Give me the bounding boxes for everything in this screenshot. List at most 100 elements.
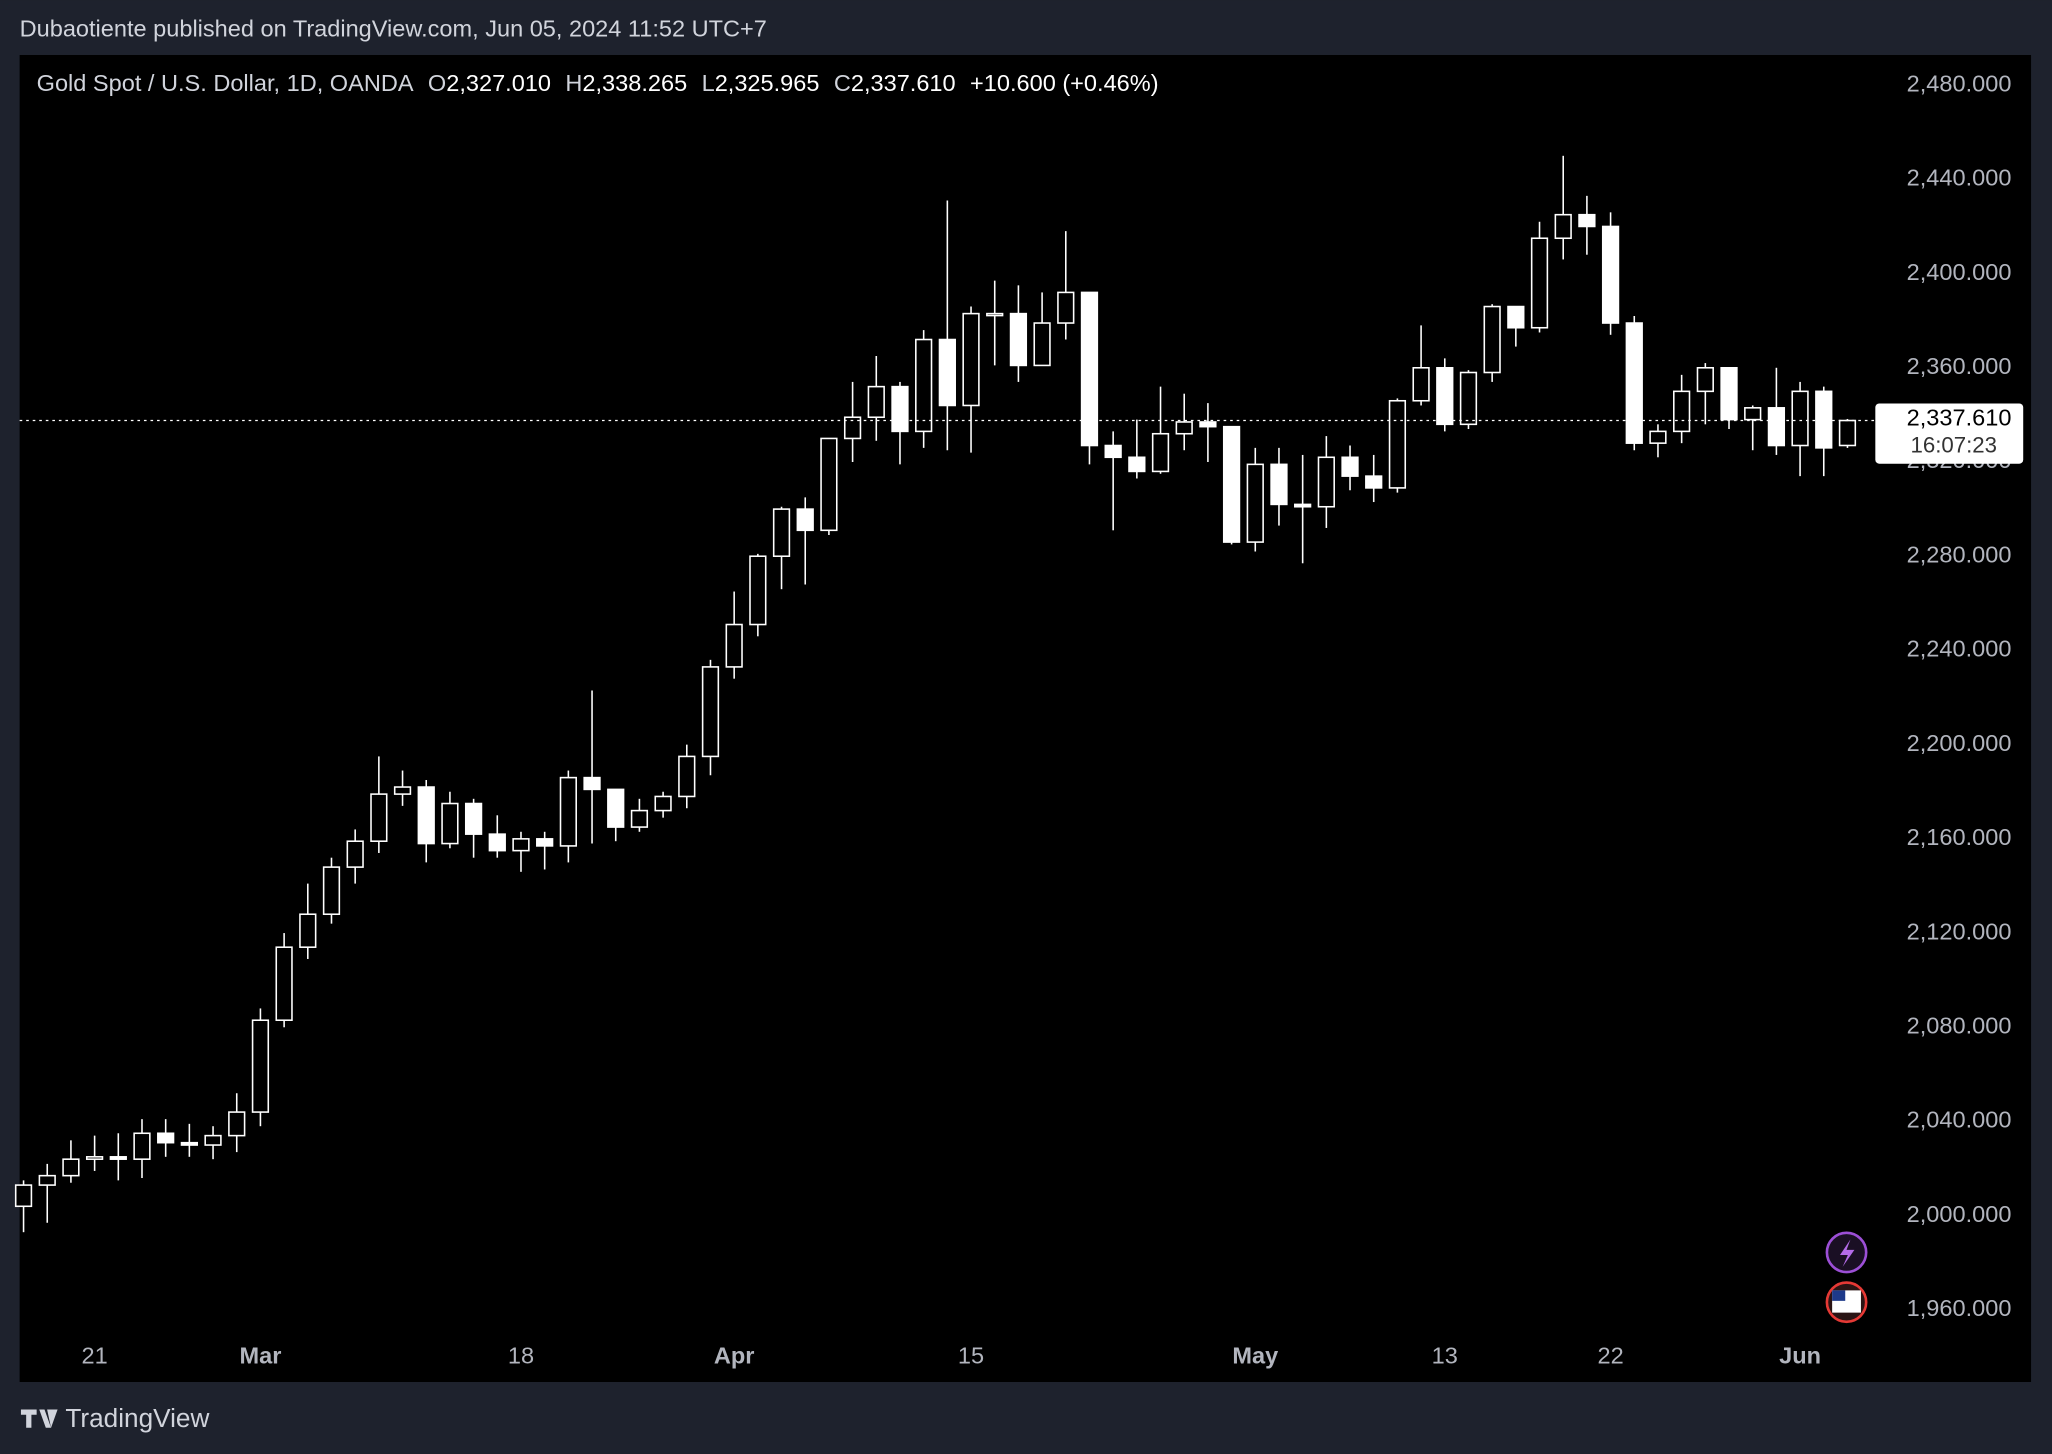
- legend-key: C: [834, 70, 851, 96]
- legend-change: +10.600 (+0.46%): [970, 70, 1159, 96]
- candle-body: [1270, 463, 1288, 506]
- candle-body: [1578, 213, 1596, 228]
- candle-body: [370, 793, 388, 842]
- candle-body: [1294, 503, 1312, 508]
- y-tick-label: 2,120.000: [1907, 918, 2012, 944]
- brand-logo: [20, 1409, 58, 1428]
- candle-body: [1388, 399, 1407, 489]
- candle-body: [962, 312, 980, 407]
- candle-body: [109, 1156, 127, 1160]
- y-tick-label: 2,280.000: [1907, 541, 2012, 567]
- x-tick-label: 18: [508, 1342, 534, 1368]
- candle-body: [1412, 366, 1430, 402]
- candle-body: [1199, 421, 1217, 428]
- x-tick-label: May: [1232, 1342, 1278, 1368]
- candle-body: [14, 1184, 33, 1208]
- legend-value: 2,325.965: [715, 70, 820, 96]
- y-tick-label: 2,480.000: [1907, 70, 2012, 96]
- candle-body: [1365, 475, 1383, 489]
- candle-body: [1530, 237, 1549, 329]
- candle-body: [228, 1111, 246, 1137]
- x-tick-label: Apr: [714, 1342, 755, 1368]
- y-tick-label: 2,200.000: [1907, 730, 2012, 756]
- legend-title: Gold Spot / U.S. Dollar, 1D, OANDA: [37, 70, 414, 96]
- last-price-box: [1875, 403, 2024, 464]
- candle-body: [275, 946, 293, 1021]
- candle-body: [251, 1019, 270, 1113]
- y-tick-label: 2,080.000: [1907, 1012, 2012, 1038]
- legend-value: 2,338.265: [582, 70, 687, 96]
- candle-body: [749, 555, 767, 626]
- y-tick-label: 2,240.000: [1907, 636, 2012, 662]
- candle-body: [867, 385, 885, 419]
- candle-body: [1151, 432, 1170, 473]
- candle-body: [1649, 430, 1667, 444]
- legend-value: 2,327.010: [446, 70, 551, 96]
- candle-body: [1128, 456, 1146, 473]
- candle-body: [536, 838, 554, 847]
- candle-body: [796, 508, 814, 532]
- candle-body: [1009, 312, 1028, 367]
- legend-value: 2,337.610: [851, 70, 956, 96]
- publisher-line: Dubaotiente published on TradingView.com…: [20, 15, 767, 41]
- candle-body: [1246, 463, 1264, 543]
- candle-body: [1507, 305, 1525, 329]
- last-price-label: 2,337.610: [1907, 404, 2012, 430]
- lightning-glyph: [1839, 1239, 1855, 1267]
- candle-body: [322, 866, 341, 916]
- candle-body: [1175, 421, 1193, 435]
- candle-body: [1696, 366, 1714, 393]
- candle-body: [1436, 366, 1454, 426]
- candle-body: [157, 1132, 175, 1144]
- y-tick-label: 2,440.000: [1907, 165, 2012, 191]
- x-tick-label: Mar: [239, 1342, 281, 1368]
- y-tick-label: 1,960.000: [1907, 1295, 2012, 1321]
- candle-body: [1554, 213, 1572, 240]
- candle-body: [464, 802, 483, 835]
- y-tick-label: 2,360.000: [1907, 353, 2012, 379]
- candle-body: [772, 508, 791, 557]
- candle-body: [417, 786, 435, 845]
- y-tick-label: 2,160.000: [1907, 824, 2012, 850]
- candle-body: [1057, 291, 1075, 324]
- candle-body: [62, 1158, 80, 1177]
- candle-body: [938, 338, 956, 407]
- candle-body: [915, 338, 933, 433]
- candle-body: [1222, 425, 1241, 543]
- candle-body: [820, 437, 838, 532]
- candle-body: [1815, 390, 1833, 449]
- candle-body: [441, 802, 459, 845]
- candle-body: [654, 795, 672, 812]
- x-tick-label: 21: [82, 1342, 108, 1368]
- candle-body: [180, 1141, 199, 1146]
- indicator-icons: [1825, 1231, 1868, 1324]
- candle-body: [488, 833, 506, 852]
- candle-body: [1104, 444, 1122, 459]
- candle-body: [986, 312, 1004, 317]
- candle-body: [1459, 371, 1478, 426]
- candle-body: [38, 1174, 56, 1186]
- legend-key: L: [702, 70, 715, 96]
- candle-body: [725, 623, 743, 668]
- x-tick-label: Jun: [1779, 1342, 1821, 1368]
- chart-pane: [19, 54, 2032, 1382]
- candle-body: [843, 416, 862, 440]
- candle-body: [393, 786, 412, 795]
- candle-body: [512, 838, 530, 852]
- countdown: 16:07:23: [1910, 433, 1997, 458]
- candle-body: [559, 776, 577, 847]
- candle-body: [607, 788, 625, 828]
- candle-body: [346, 840, 364, 868]
- y-tick-label: 2,400.000: [1907, 259, 2012, 285]
- candle-body: [204, 1134, 222, 1146]
- candle-body: [1673, 390, 1691, 433]
- flag-canton: [1832, 1290, 1846, 1301]
- x-tick-label: 13: [1432, 1342, 1458, 1368]
- brand: TradingView: [20, 1403, 209, 1433]
- candle-body: [678, 755, 696, 798]
- candle-body: [1767, 407, 1786, 447]
- legend-key: O: [428, 70, 446, 96]
- candle-body: [1483, 305, 1501, 374]
